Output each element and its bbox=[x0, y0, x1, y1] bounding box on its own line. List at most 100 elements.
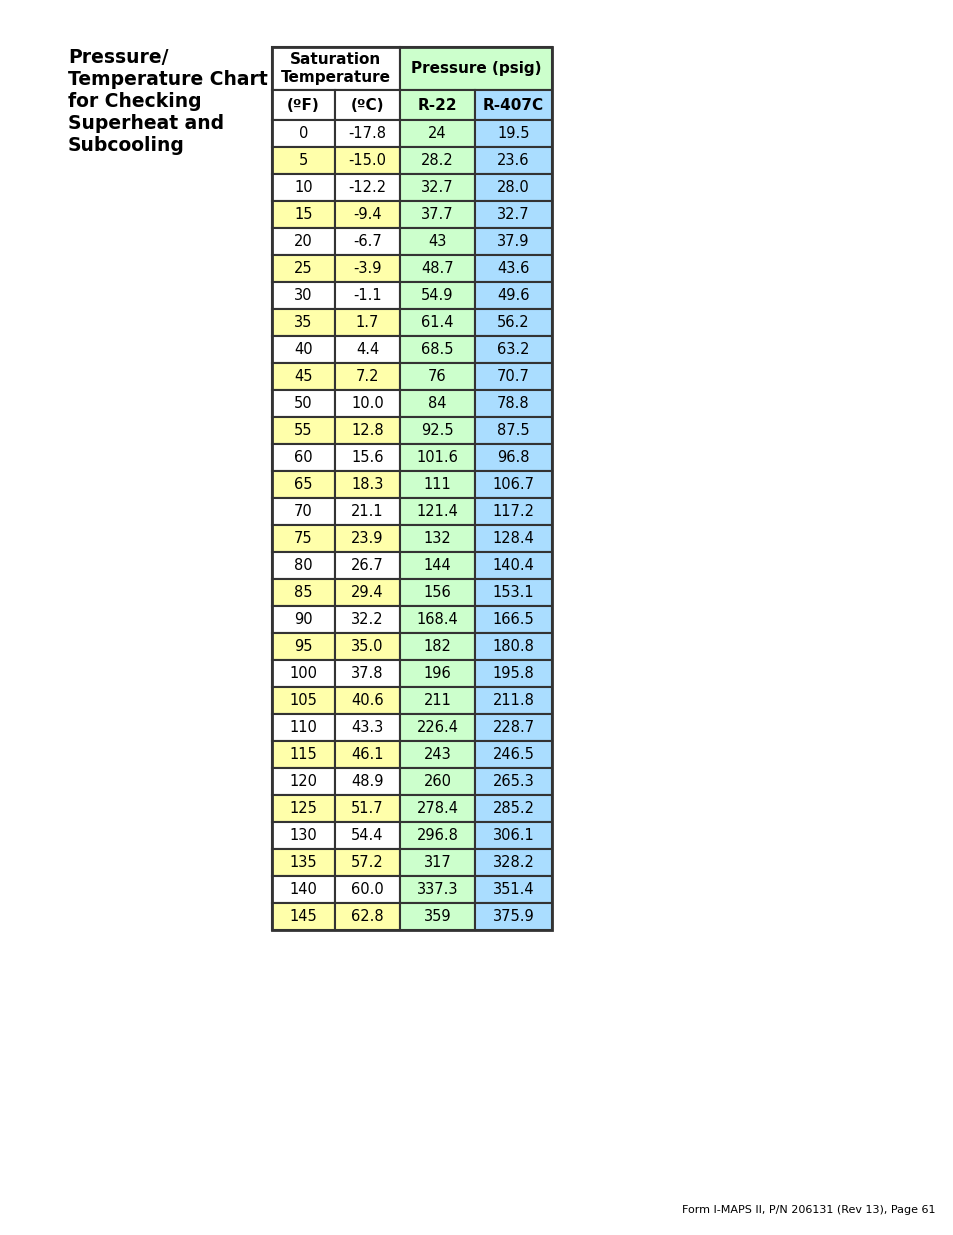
Text: 23.6: 23.6 bbox=[497, 153, 529, 168]
Text: 144: 144 bbox=[423, 558, 451, 573]
Text: 96.8: 96.8 bbox=[497, 450, 529, 466]
Bar bbox=[272, 903, 335, 930]
Bar bbox=[399, 228, 475, 254]
Text: 100: 100 bbox=[289, 666, 317, 680]
Bar bbox=[399, 174, 475, 201]
Bar bbox=[399, 47, 552, 90]
Bar bbox=[272, 768, 335, 795]
Bar bbox=[272, 741, 335, 768]
Text: 62.8: 62.8 bbox=[351, 909, 383, 924]
Text: 43.6: 43.6 bbox=[497, 261, 529, 275]
Text: 328.2: 328.2 bbox=[492, 855, 534, 869]
Bar bbox=[475, 903, 552, 930]
Text: 195.8: 195.8 bbox=[492, 666, 534, 680]
Bar bbox=[475, 687, 552, 714]
Bar bbox=[475, 90, 552, 120]
Bar bbox=[272, 471, 335, 498]
Text: 54.9: 54.9 bbox=[421, 288, 454, 303]
Text: 105: 105 bbox=[290, 693, 317, 708]
Bar bbox=[475, 282, 552, 309]
Text: 132: 132 bbox=[423, 531, 451, 546]
Bar bbox=[335, 309, 399, 336]
Text: 10: 10 bbox=[294, 180, 313, 195]
Bar bbox=[475, 606, 552, 634]
Text: 265.3: 265.3 bbox=[492, 774, 534, 789]
Bar bbox=[399, 282, 475, 309]
Text: 180.8: 180.8 bbox=[492, 638, 534, 655]
Bar bbox=[335, 795, 399, 823]
Bar bbox=[475, 201, 552, 228]
Text: 40.6: 40.6 bbox=[351, 693, 383, 708]
Text: 246.5: 246.5 bbox=[492, 747, 534, 762]
Text: 1.7: 1.7 bbox=[355, 315, 378, 330]
Text: (ºF): (ºF) bbox=[287, 98, 319, 112]
Text: 5: 5 bbox=[298, 153, 308, 168]
Text: 18.3: 18.3 bbox=[351, 477, 383, 492]
Bar bbox=[475, 795, 552, 823]
Bar bbox=[335, 417, 399, 445]
Bar bbox=[272, 120, 335, 147]
Text: 29.4: 29.4 bbox=[351, 585, 383, 600]
Bar bbox=[272, 147, 335, 174]
Text: 278.4: 278.4 bbox=[416, 802, 458, 816]
Text: 121.4: 121.4 bbox=[416, 504, 458, 519]
Text: 48.7: 48.7 bbox=[420, 261, 454, 275]
Text: 30: 30 bbox=[294, 288, 313, 303]
Text: 168.4: 168.4 bbox=[416, 613, 457, 627]
Bar bbox=[475, 768, 552, 795]
Text: 49.6: 49.6 bbox=[497, 288, 529, 303]
Bar bbox=[475, 445, 552, 471]
Text: 56.2: 56.2 bbox=[497, 315, 529, 330]
Bar bbox=[475, 823, 552, 848]
Bar bbox=[475, 525, 552, 552]
Text: 95: 95 bbox=[294, 638, 313, 655]
Text: 211: 211 bbox=[423, 693, 451, 708]
Text: 140.4: 140.4 bbox=[492, 558, 534, 573]
Bar bbox=[272, 201, 335, 228]
Bar bbox=[272, 525, 335, 552]
Text: -1.1: -1.1 bbox=[353, 288, 381, 303]
Bar bbox=[335, 903, 399, 930]
Text: 32.7: 32.7 bbox=[497, 207, 529, 222]
Text: 85: 85 bbox=[294, 585, 313, 600]
Text: 70.7: 70.7 bbox=[497, 369, 529, 384]
Bar bbox=[272, 390, 335, 417]
Bar bbox=[335, 687, 399, 714]
Text: 20: 20 bbox=[294, 233, 313, 249]
Text: 135: 135 bbox=[290, 855, 317, 869]
Text: 106.7: 106.7 bbox=[492, 477, 534, 492]
Bar bbox=[475, 552, 552, 579]
Text: 65: 65 bbox=[294, 477, 313, 492]
Bar bbox=[399, 417, 475, 445]
Text: 35: 35 bbox=[294, 315, 313, 330]
Text: 4.4: 4.4 bbox=[355, 342, 378, 357]
Bar bbox=[399, 795, 475, 823]
Bar bbox=[335, 336, 399, 363]
Bar bbox=[399, 90, 475, 120]
Text: Pressure/
Temperature Chart
for Checking
Superheat and
Subcooling: Pressure/ Temperature Chart for Checking… bbox=[68, 48, 268, 156]
Text: 156: 156 bbox=[423, 585, 451, 600]
Bar bbox=[399, 254, 475, 282]
Text: 120: 120 bbox=[289, 774, 317, 789]
Text: 140: 140 bbox=[290, 882, 317, 897]
Text: 7.2: 7.2 bbox=[355, 369, 379, 384]
Bar bbox=[475, 174, 552, 201]
Text: 24: 24 bbox=[428, 126, 446, 141]
Bar bbox=[335, 823, 399, 848]
Text: 115: 115 bbox=[290, 747, 317, 762]
Bar bbox=[335, 848, 399, 876]
Bar bbox=[335, 606, 399, 634]
Bar bbox=[335, 228, 399, 254]
Bar bbox=[272, 634, 335, 659]
Bar bbox=[335, 254, 399, 282]
Bar bbox=[335, 282, 399, 309]
Bar bbox=[335, 147, 399, 174]
Bar bbox=[335, 659, 399, 687]
Bar bbox=[335, 471, 399, 498]
Bar bbox=[475, 120, 552, 147]
Bar bbox=[272, 714, 335, 741]
Bar bbox=[475, 147, 552, 174]
Text: 0: 0 bbox=[298, 126, 308, 141]
Text: 285.2: 285.2 bbox=[492, 802, 534, 816]
Bar bbox=[272, 445, 335, 471]
